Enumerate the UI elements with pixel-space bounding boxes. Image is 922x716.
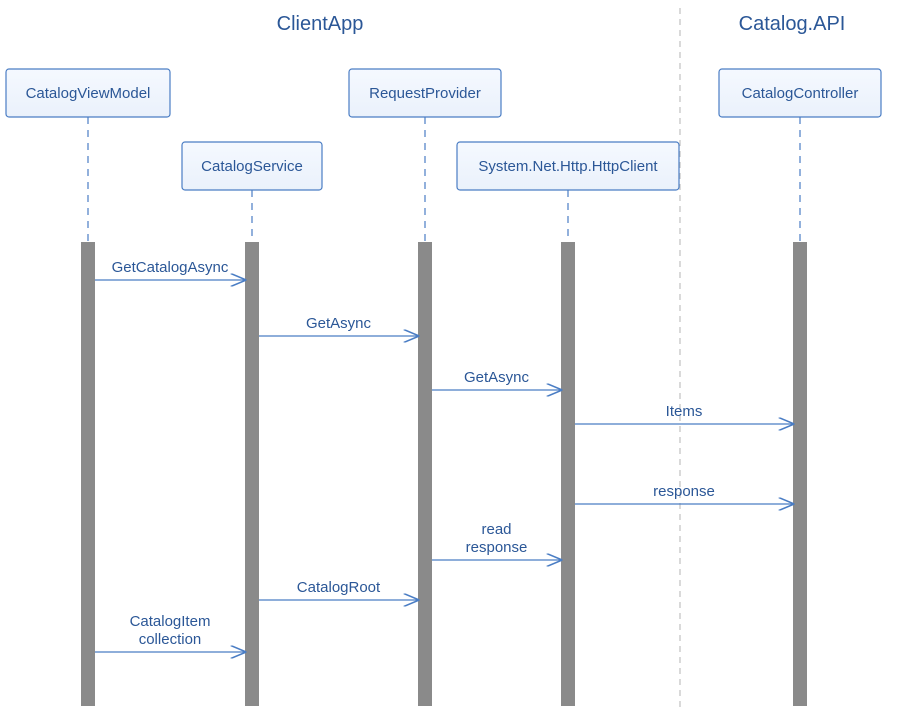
group-label: ClientApp: [277, 13, 364, 35]
message-label: CatalogRoot: [297, 579, 381, 596]
participant-label: CatalogViewModel: [26, 85, 151, 102]
message-label: GetCatalogAsync: [112, 259, 229, 276]
activation-bar: [561, 242, 575, 706]
message-label: CatalogItemcollection: [130, 613, 211, 648]
participant-label: CatalogController: [742, 85, 859, 102]
participant-label: System.Net.Http.HttpClient: [478, 158, 658, 175]
activation-bar: [81, 242, 95, 706]
message-label: Items: [666, 403, 703, 420]
message-label: response: [653, 483, 715, 500]
group-label: Catalog.API: [739, 13, 846, 35]
activation-bar: [418, 242, 432, 706]
message-label: GetAsync: [464, 369, 530, 386]
participant-label: CatalogService: [201, 158, 303, 175]
activation-bar: [793, 242, 807, 706]
participant-label: RequestProvider: [369, 85, 481, 102]
message-label: readresponse: [466, 521, 528, 556]
activation-bar: [245, 242, 259, 706]
message-label: GetAsync: [306, 315, 372, 332]
sequence-diagram: ClientApp Catalog.API CatalogViewModel Cata…: [0, 0, 922, 716]
